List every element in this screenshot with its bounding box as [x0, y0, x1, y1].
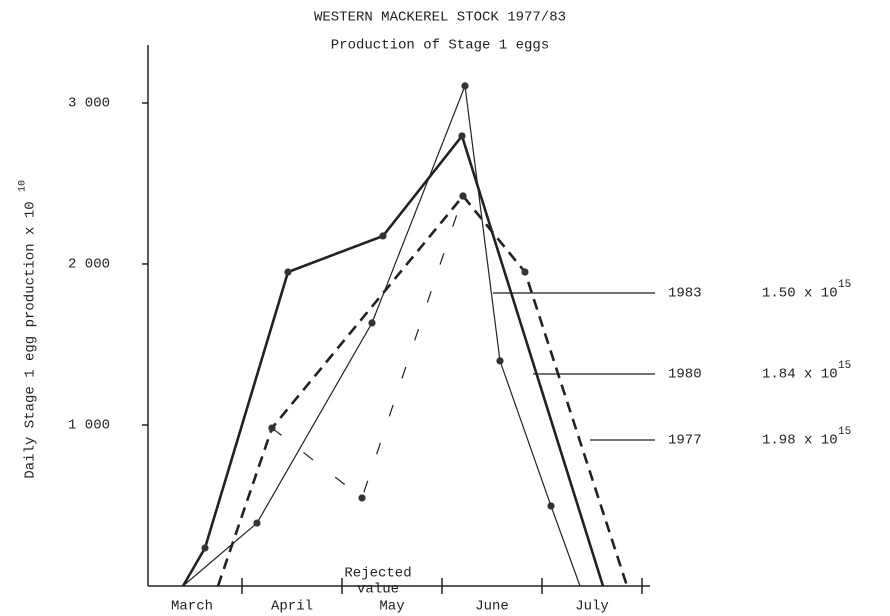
chart-title: WESTERN MACKEREL STOCK 1977/83 — [314, 10, 566, 26]
data-point — [496, 357, 504, 365]
legend-total-exponent: 15 — [838, 426, 851, 438]
y-tick-label: 2 000 — [68, 257, 110, 273]
data-point — [547, 502, 555, 510]
series-line — [216, 193, 629, 587]
x-tick-label: March — [171, 599, 213, 615]
data-point — [268, 424, 276, 432]
data-point — [461, 82, 469, 90]
data-point — [368, 319, 376, 327]
legend-total: 1.98 x 10 — [762, 433, 838, 449]
x-tick-label: June — [475, 599, 509, 615]
data-point — [284, 268, 292, 276]
legend-total-exponent: 15 — [838, 360, 851, 372]
data-point — [458, 132, 466, 140]
data-point — [459, 192, 467, 200]
data-point — [521, 268, 529, 276]
data-point — [253, 519, 261, 527]
annotation: value — [357, 582, 399, 598]
annotation: Rejected — [344, 566, 411, 582]
legend-label: 1980 — [668, 367, 702, 383]
x-tick-label: April — [271, 599, 313, 615]
chart-subtitle: Production of Stage 1 eggs — [331, 38, 549, 54]
x-tick-label: July — [575, 599, 609, 615]
y-axis-title: Daily Stage 1 egg production x 10 10 — [18, 180, 39, 479]
legend-label: 1983 — [668, 286, 702, 302]
y-tick-label: 1 000 — [68, 418, 110, 434]
y-label-exponent: 10 — [18, 180, 29, 192]
y-label: Daily Stage 1 egg production x 10 — [23, 201, 39, 478]
legend-label: 1977 — [668, 433, 702, 449]
data-point — [201, 544, 209, 552]
series-line — [181, 133, 605, 587]
legend-total-exponent: 15 — [838, 279, 851, 291]
legend-total: 1.84 x 10 — [762, 367, 838, 383]
legend-total: 1.50 x 10 — [762, 286, 838, 302]
data-point — [379, 232, 387, 240]
y-tick-label: 3 000 — [68, 96, 110, 112]
data-point — [358, 494, 366, 502]
x-tick-label: May — [379, 599, 404, 615]
series-line — [271, 195, 464, 499]
